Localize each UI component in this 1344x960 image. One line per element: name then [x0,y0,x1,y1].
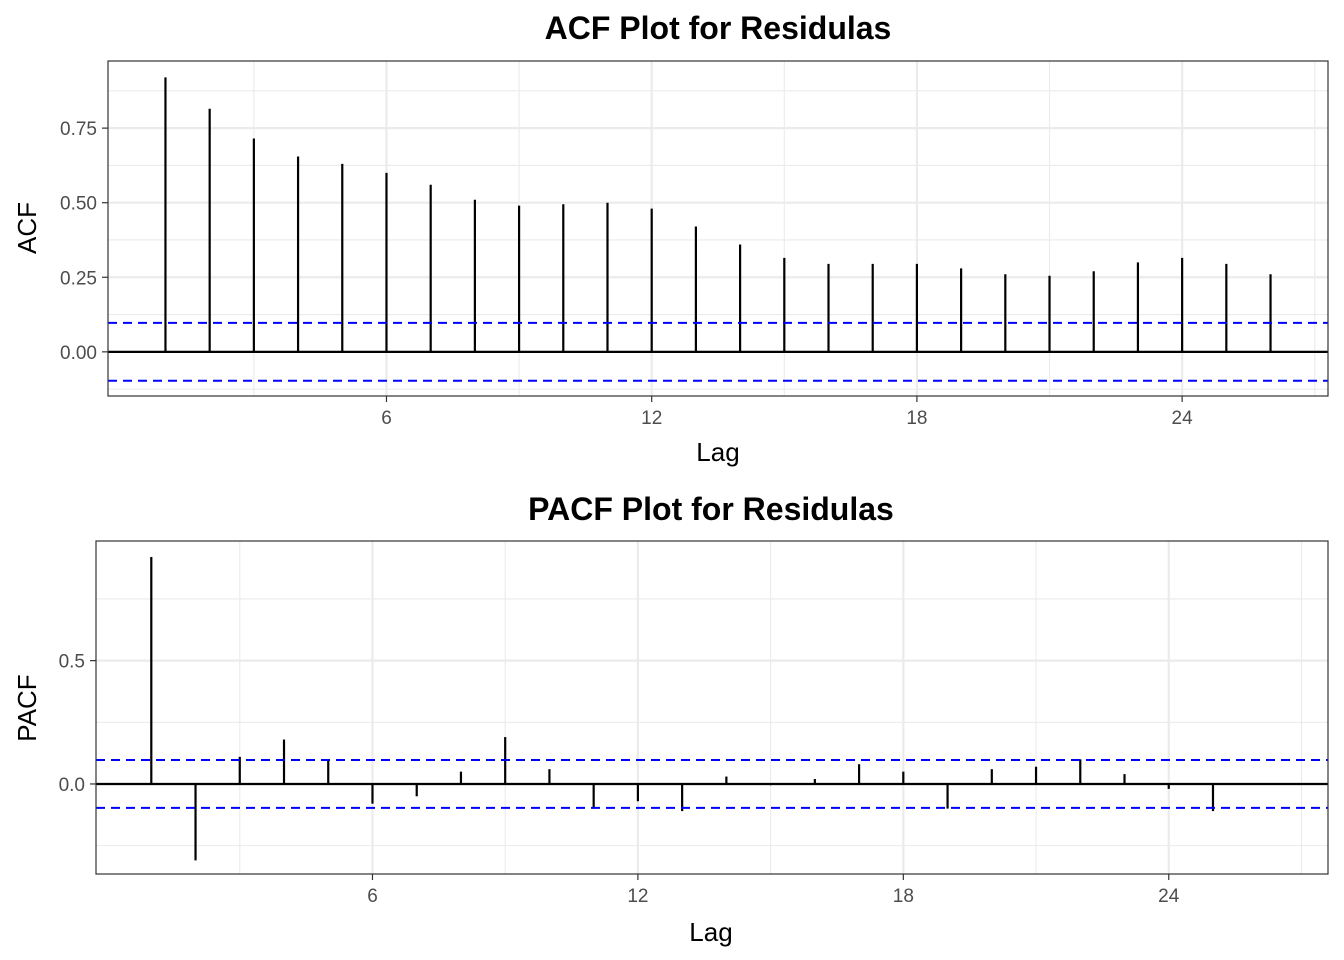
acf-y-tick-label: 0.50 [60,194,97,215]
pacf-title: PACF Plot for Residulas [528,491,894,527]
acf-ticks: 6 12 18 24 0.00 0.25 0.50 0.75 [60,119,1193,429]
acf-y-tick-label: 0.00 [60,343,97,364]
pacf-y-axis-label: PACF [12,674,42,741]
pacf-chart: PACF Plot for Residulas 6 12 18 24 0.0 0.5 La… [12,491,1329,947]
pacf-y-tick-label: 0.5 [59,652,85,673]
pacf-x-tick-label: 24 [1158,886,1180,907]
acf-x-tick-label: 6 [381,408,392,429]
acf-x-tick-label: 12 [641,408,662,429]
pacf-gridlines [96,541,1328,874]
pacf-ticks: 6 12 18 24 0.0 0.5 [59,652,1180,907]
pacf-x-axis-label: Lag [689,917,732,947]
acf-y-tick-label: 0.75 [60,119,97,140]
pacf-panel-border [95,540,1329,875]
acf-y-tick-label: 0.25 [60,268,97,289]
pacf-confidence-bounds [96,759,1328,809]
pacf-y-tick-label: 0.0 [59,775,85,796]
acf-x-axis-label: Lag [696,437,739,467]
pacf-spikes [150,557,1215,861]
acf-spikes [164,77,1272,352]
acf-x-tick-label: 24 [1172,408,1194,429]
acf-y-axis-label: ACF [12,202,42,254]
pacf-x-tick-label: 12 [627,886,648,907]
acf-panel-border [107,60,1329,397]
acf-chart: ACF Plot for Residulas 6 12 18 24 0.00 0.25 0.… [12,10,1329,467]
pacf-x-tick-label: 18 [893,886,914,907]
acf-title: ACF Plot for Residulas [545,10,892,46]
acf-x-tick-label: 18 [906,408,927,429]
acf-gridlines [108,61,1328,396]
acf-confidence-bounds [108,321,1328,382]
pacf-x-tick-label: 6 [367,886,378,907]
